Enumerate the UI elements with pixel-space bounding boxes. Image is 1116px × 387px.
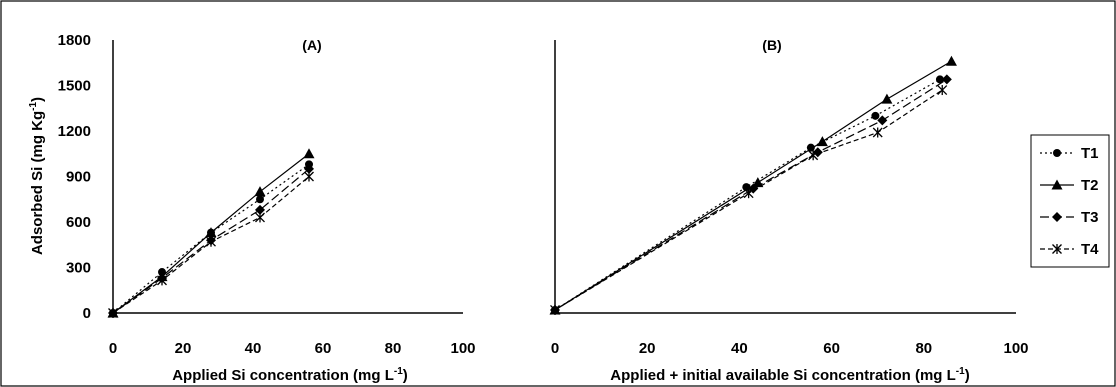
panel-a-series-t2-point <box>254 186 266 197</box>
panel-a-x-tick-label: 100 <box>450 340 475 357</box>
panel-a-y-tick-label: 600 <box>66 214 91 231</box>
panel-a-series-t1-point <box>256 195 264 204</box>
panel-a-x-tick-label: 60 <box>315 340 332 357</box>
panel-b: 0 20 40 60 80 100 (B) Applied + initial avail… <box>549 37 1029 384</box>
panel-b-series-t4-point <box>808 150 819 161</box>
panel-b-series-t1-line <box>554 78 941 311</box>
panel-a-series-t3-point <box>304 163 314 174</box>
panel-b-series-t2-point <box>816 136 828 147</box>
legend-marker-t4 <box>1052 244 1062 254</box>
panel-a-title: (A) <box>302 37 321 53</box>
legend-marker-t3 <box>1052 212 1062 222</box>
panel-a-y-tick-label: 300 <box>66 260 91 277</box>
legend-marker-t2 <box>1051 179 1063 190</box>
panel-b-series-t1-point <box>935 75 944 84</box>
panel-b-series-t3-point <box>812 147 823 158</box>
panel-b-x-tick-label: 0 <box>551 340 559 357</box>
panel-b-x-axis-title: Applied + initial available Si concentra… <box>610 366 969 384</box>
panel-b-series-t4-point <box>872 127 883 138</box>
panel-b-series-t4-point <box>743 188 754 199</box>
legend-label-t3: T3 <box>1081 209 1099 226</box>
legend: T1 T2 T3 T4 <box>1030 134 1110 268</box>
legend-label-t4: T4 <box>1081 241 1099 258</box>
panel-a-y-tick-label: 1800 <box>58 32 91 49</box>
panel-b-series-t3-point <box>941 74 952 85</box>
y-axis-title: Adsorbed Si (mg Kg-1) <box>28 97 46 255</box>
panel-b-series-t2-point <box>945 55 957 66</box>
panel-b-x-tick-label: 20 <box>639 340 656 357</box>
panel-b-series-t1-point <box>871 111 880 120</box>
panel-b-x-tick-label: 60 <box>823 340 840 357</box>
panel-b-x-tick-label: 100 <box>1003 340 1028 357</box>
panel-b-title: (B) <box>762 37 781 53</box>
panel-b-series-t4-point <box>550 304 560 315</box>
panel-a-y-tick-label: 0 <box>83 305 91 322</box>
panel-b-series-t4-point <box>937 85 948 96</box>
panel-a-series-t2-point <box>303 148 315 159</box>
panel-a-series-t4-point <box>157 275 167 286</box>
panel-a-series <box>107 148 315 318</box>
legend-label-t1: T1 <box>1081 145 1099 162</box>
panel-b-x-tick-labels: 0 20 40 60 80 100 <box>551 340 1029 357</box>
panel-a-x-tick-labels: 0 20 40 60 80 100 <box>109 340 476 357</box>
panel-a-y-tick-labels: 0 300 600 900 1200 1500 1800 <box>58 32 91 322</box>
legend-entries: T1 T2 T3 T4 <box>1040 145 1099 258</box>
legend-label-t2: T2 <box>1081 177 1099 194</box>
panel-a-series-t2-point <box>205 227 217 238</box>
panel-a-x-tick-label: 0 <box>109 340 117 357</box>
panel-a-series-t4-point <box>206 236 216 247</box>
panel-a-x-tick-label: 20 <box>175 340 192 357</box>
panel-a-series-t4-point <box>255 212 265 223</box>
panel-a-y-tick-label: 900 <box>66 169 91 186</box>
legend-box <box>1030 134 1110 268</box>
panel-b-series-t2-point <box>881 93 893 104</box>
panel-b-x-tick-label: 40 <box>731 340 748 357</box>
panel-b-x-tick-label: 80 <box>915 340 932 357</box>
panel-a-series-t3-point <box>255 204 265 215</box>
panel-a-x-tick-label: 80 <box>385 340 402 357</box>
panel-b-series <box>549 55 957 315</box>
panel-a-series-t4-point <box>108 308 118 318</box>
panel-a-y-tick-label: 1200 <box>58 123 91 140</box>
panel-a-x-tick-label: 40 <box>245 340 262 357</box>
panel-a-y-tick-label: 1500 <box>58 78 91 95</box>
panel-a-x-axis-title: Applied Si concentration (mg L-1) <box>172 366 408 384</box>
panel-a-series-t4-point <box>304 171 314 182</box>
panel-b-series-t3-point <box>877 115 888 126</box>
legend-marker-t1 <box>1053 149 1061 157</box>
